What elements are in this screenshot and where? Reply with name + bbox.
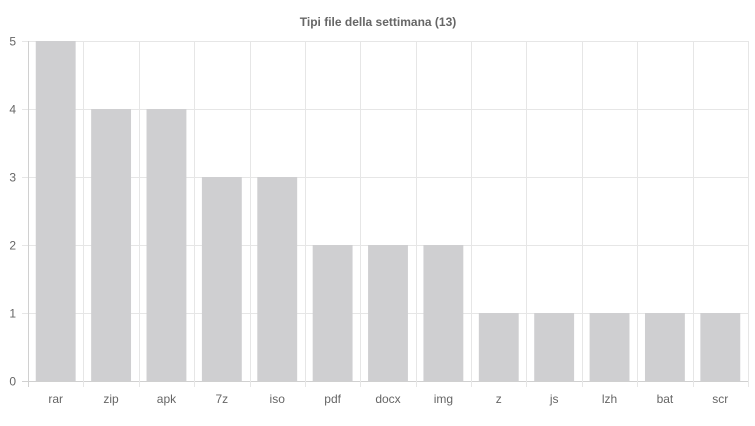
x-tick-label: img: [434, 392, 453, 406]
bar-apk[interactable]: [146, 109, 187, 381]
x-tick-label: zip: [103, 392, 119, 406]
y-tick-label: 5: [9, 35, 16, 49]
chart-title: Tipi file della settimana (13): [300, 15, 457, 29]
x-tick-label: docx: [375, 392, 400, 406]
x-tick-label: apk: [157, 392, 177, 406]
bar-js[interactable]: [534, 313, 575, 381]
y-tick-label: 2: [9, 239, 16, 253]
bar-img[interactable]: [423, 245, 464, 381]
x-tick-label: z: [496, 392, 502, 406]
y-tick-label: 4: [9, 103, 16, 117]
x-tick-label: 7z: [216, 392, 229, 406]
x-tick-label: pdf: [324, 392, 341, 406]
x-axis-ticks: rar zip apk 7z iso pdf docx img z js lzh bat scr: [48, 392, 728, 406]
bar-scr[interactable]: [700, 313, 741, 381]
x-tick-label: scr: [712, 392, 728, 406]
bar-lzh[interactable]: [589, 313, 630, 381]
bar-bat[interactable]: [644, 313, 685, 381]
x-tick-label: rar: [48, 392, 63, 406]
bar-docx[interactable]: [368, 245, 408, 381]
y-tick-label: 3: [9, 171, 16, 185]
bar-z[interactable]: [478, 313, 519, 381]
bar-rar[interactable]: [35, 41, 76, 381]
bar-7z[interactable]: [201, 177, 242, 381]
y-tick-label: 1: [9, 307, 16, 321]
bar-pdf[interactable]: [312, 245, 353, 381]
y-tick-label: 0: [9, 375, 16, 389]
y-axis-ticks: 0 1 2 3 4 5: [9, 35, 16, 389]
bar-zip[interactable]: [91, 109, 132, 381]
x-tick-label: iso: [270, 392, 286, 406]
x-tick-label: bat: [657, 392, 674, 406]
bar-iso[interactable]: [257, 177, 298, 381]
x-tick-label: lzh: [602, 392, 617, 406]
x-tick-label: js: [549, 392, 559, 406]
grid-layer: [22, 41, 749, 387]
bars-layer: [35, 41, 741, 381]
